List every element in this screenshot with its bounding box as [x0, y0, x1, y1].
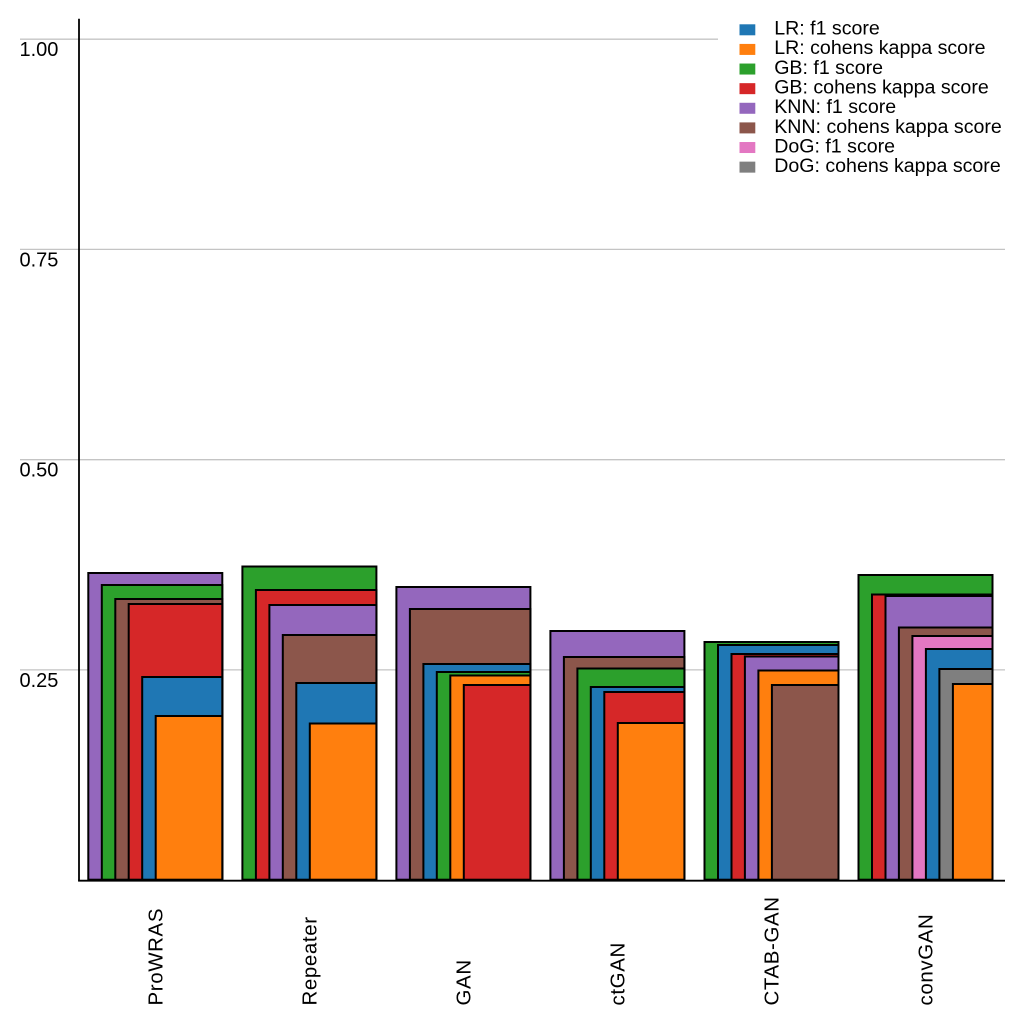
svg-text:DoG: cohens kappa score: DoG: cohens kappa score	[774, 155, 1001, 177]
svg-text:LR: f1 score: LR: f1 score	[774, 18, 880, 40]
svg-text:LR: cohens kappa score: LR: cohens kappa score	[774, 37, 985, 59]
svg-text:GB: cohens kappa score: GB: cohens kappa score	[774, 76, 989, 98]
svg-text:0.50: 0.50	[20, 460, 59, 482]
svg-text:ProWRAS: ProWRAS	[144, 908, 167, 1006]
svg-text:ctGAN: ctGAN	[606, 942, 629, 1005]
svg-text:0.25: 0.25	[20, 670, 59, 692]
svg-text:DoG: f1 score: DoG: f1 score	[774, 135, 895, 157]
svg-text:CTAB-GAN: CTAB-GAN	[761, 896, 784, 1005]
svg-text:GAN: GAN	[452, 959, 475, 1005]
svg-text:convGAN: convGAN	[915, 914, 938, 1006]
svg-text:1.00: 1.00	[20, 39, 59, 61]
svg-text:GB: f1 score: GB: f1 score	[774, 57, 883, 79]
svg-text:KNN: cohens kappa score: KNN: cohens kappa score	[774, 116, 1002, 138]
svg-text:KNN: f1 score: KNN: f1 score	[774, 96, 896, 118]
svg-text:0.75: 0.75	[20, 249, 59, 271]
svg-text:Repeater: Repeater	[298, 916, 321, 1005]
